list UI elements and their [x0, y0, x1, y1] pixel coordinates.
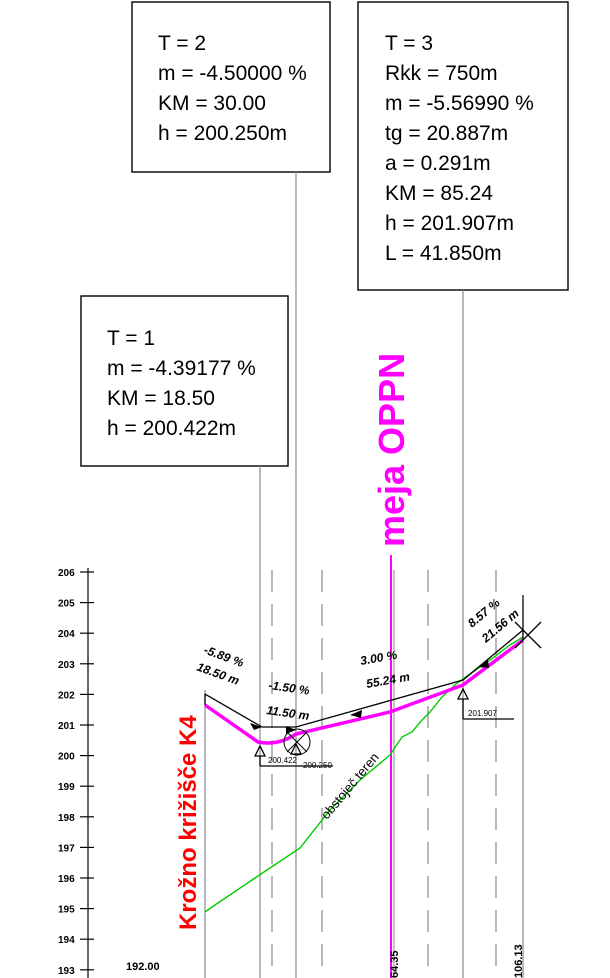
elev-label-3: 201.907 — [468, 709, 497, 718]
y-axis-tick-label: 201 — [58, 721, 75, 732]
design-grade-line — [203, 638, 525, 745]
info-box-t1-frame — [80, 295, 289, 467]
end-cross — [514, 621, 542, 649]
t3-arrow: a = 0.291m — [385, 152, 491, 175]
elevation-markers — [253, 687, 514, 767]
info-box-t1: T = 1 m = -4.39177 % KM = 18.50 h = 200.… — [80, 295, 289, 467]
arrowhead — [350, 710, 362, 718]
y-axis-tick-label: 193 — [58, 966, 75, 977]
y-axis-tick-label: 206 — [58, 568, 75, 579]
elev-label-2: 200.250 — [303, 761, 332, 770]
vertex-cross — [286, 731, 308, 753]
info-box-t3-frame — [357, 1, 569, 291]
station-oppn: 64.35 — [389, 950, 401, 978]
y-axis-tick-label: 198 — [58, 813, 75, 824]
arrowhead — [478, 660, 489, 668]
segment-3-length: 55.24 m — [365, 669, 411, 690]
t3-point: T = 3 — [385, 32, 433, 55]
t3-km: KM = 85.24 — [385, 182, 493, 205]
t3-slope: m = -5.56990 % — [385, 92, 534, 115]
y-axis-ticks: 206 205 204 203 202 201 200 199 198 197 196 195 194 1… — [58, 568, 94, 977]
t3-height: h = 201.907m — [385, 212, 514, 235]
y-axis-tick-label: 200 — [58, 752, 75, 763]
t3-tangent: tg = 20.887m — [385, 122, 508, 145]
roundabout-title: Krožno križišče K4 — [175, 715, 202, 930]
vertex-circle — [283, 728, 311, 756]
t1-point: T = 1 — [107, 327, 155, 350]
station-end: 106.13 — [513, 944, 525, 978]
arrowheads — [250, 660, 489, 734]
elev-triangle — [289, 742, 303, 755]
y-axis-tick-label: 205 — [58, 599, 75, 610]
t1-km: KM = 18.50 — [107, 387, 215, 410]
t1-slope: m = -4.39177 % — [107, 357, 256, 380]
segment-2-slope: -1.50 % — [268, 678, 311, 698]
grade-polyline — [204, 629, 524, 728]
segment-3-slope: 3.00 % — [359, 648, 399, 668]
arrowhead — [250, 723, 262, 730]
t3-radius: Rkk = 750m — [385, 62, 498, 85]
y-axis-tick-label: 199 — [58, 782, 75, 793]
info-box-t2: T = 2 m = -4.50000 % KM = 30.00 h = 200.… — [131, 1, 331, 173]
y-axis-tick-label: 203 — [58, 660, 75, 671]
station-start: 192.00 — [126, 961, 160, 973]
y-axis-tick-label: 204 — [58, 629, 75, 640]
grade-arrows — [204, 629, 524, 728]
t2-height: h = 200.250m — [158, 122, 287, 145]
t1-height: h = 200.422m — [107, 417, 236, 440]
vertex-markers — [283, 595, 542, 756]
info-box-t2-frame — [131, 1, 331, 173]
elev-label-1: 200.422 — [268, 756, 297, 765]
y-axis-tick-label: 194 — [58, 935, 75, 946]
t3-length: L = 41.850m — [385, 242, 502, 265]
leader-lines — [204, 172, 524, 978]
y-axis-tick-label: 202 — [58, 690, 75, 701]
t2-slope: m = -4.50000 % — [158, 62, 307, 85]
oppn-label: meja OPPN — [371, 353, 412, 547]
y-axis-tick-label: 195 — [58, 905, 75, 916]
y-axis: 206 205 204 203 202 201 200 199 198 197 196 195 194 1… — [58, 568, 94, 978]
segment-2-length: 11.50 m — [266, 703, 311, 723]
t2-km: KM = 30.00 — [158, 92, 266, 115]
y-axis-tick-label: 197 — [58, 843, 75, 854]
dashed-guides — [271, 570, 497, 978]
t2-point: T = 2 — [158, 32, 206, 55]
y-axis-tick-label: 196 — [58, 874, 75, 885]
info-box-t3: T = 3 Rkk = 750m m = -5.56990 % tg = 20.… — [357, 1, 569, 291]
